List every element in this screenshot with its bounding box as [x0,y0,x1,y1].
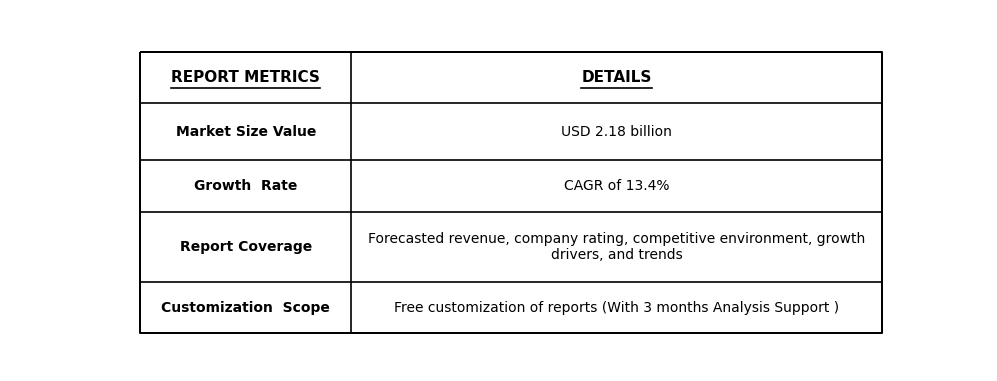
Text: USD 2.18 billion: USD 2.18 billion [561,125,672,139]
Text: Customization  Scope: Customization Scope [162,301,330,315]
Text: Free customization of reports (With 3 months Analysis Support ): Free customization of reports (With 3 mo… [394,301,839,315]
Text: Growth  Rate: Growth Rate [194,179,297,193]
Text: CAGR of 13.4%: CAGR of 13.4% [564,179,669,193]
Text: REPORT METRICS: REPORT METRICS [171,70,320,85]
Text: Report Coverage: Report Coverage [179,240,312,254]
Text: Market Size Value: Market Size Value [175,125,316,139]
Text: Forecasted revenue, company rating, competitive environment, growth
drivers, and: Forecasted revenue, company rating, comp… [368,232,865,262]
Text: DETAILS: DETAILS [581,70,652,85]
